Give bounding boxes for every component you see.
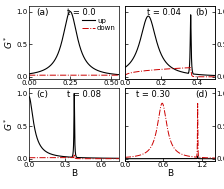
Text: (d): (d) bbox=[195, 90, 208, 99]
Text: (b): (b) bbox=[195, 8, 208, 17]
Y-axis label: $G^*$: $G^*$ bbox=[3, 117, 15, 131]
Text: t = 0.04: t = 0.04 bbox=[147, 8, 181, 17]
Text: (c): (c) bbox=[36, 90, 48, 99]
Text: (a): (a) bbox=[36, 8, 49, 17]
Text: t = 0.0: t = 0.0 bbox=[67, 8, 96, 17]
Y-axis label: $G^*$: $G^*$ bbox=[3, 35, 15, 49]
Legend: up, down: up, down bbox=[82, 18, 116, 31]
Text: t = 0.30: t = 0.30 bbox=[136, 90, 170, 99]
X-axis label: B: B bbox=[71, 169, 77, 178]
Text: t = 0.08: t = 0.08 bbox=[67, 90, 101, 99]
X-axis label: B: B bbox=[167, 169, 173, 178]
